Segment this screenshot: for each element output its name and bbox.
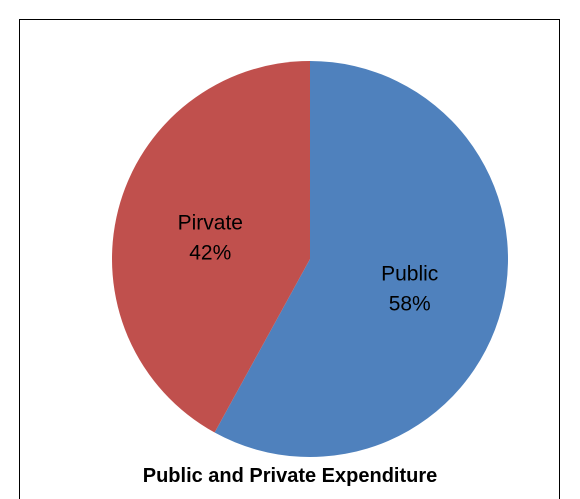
slice-value-pirvate: 42% xyxy=(189,241,231,264)
slice-label-public: Public xyxy=(381,263,438,286)
pie-labels: Public 58% Pirvate 42% xyxy=(178,211,439,315)
slice-label-pirvate: Pirvate xyxy=(178,211,243,234)
chart-title: Public and Private Expenditure xyxy=(142,465,438,487)
pie-slice-pirvate xyxy=(112,61,310,433)
slice-value-public: 58% xyxy=(389,293,431,316)
pie-slice-public xyxy=(214,61,509,458)
pie-slices xyxy=(112,61,509,458)
